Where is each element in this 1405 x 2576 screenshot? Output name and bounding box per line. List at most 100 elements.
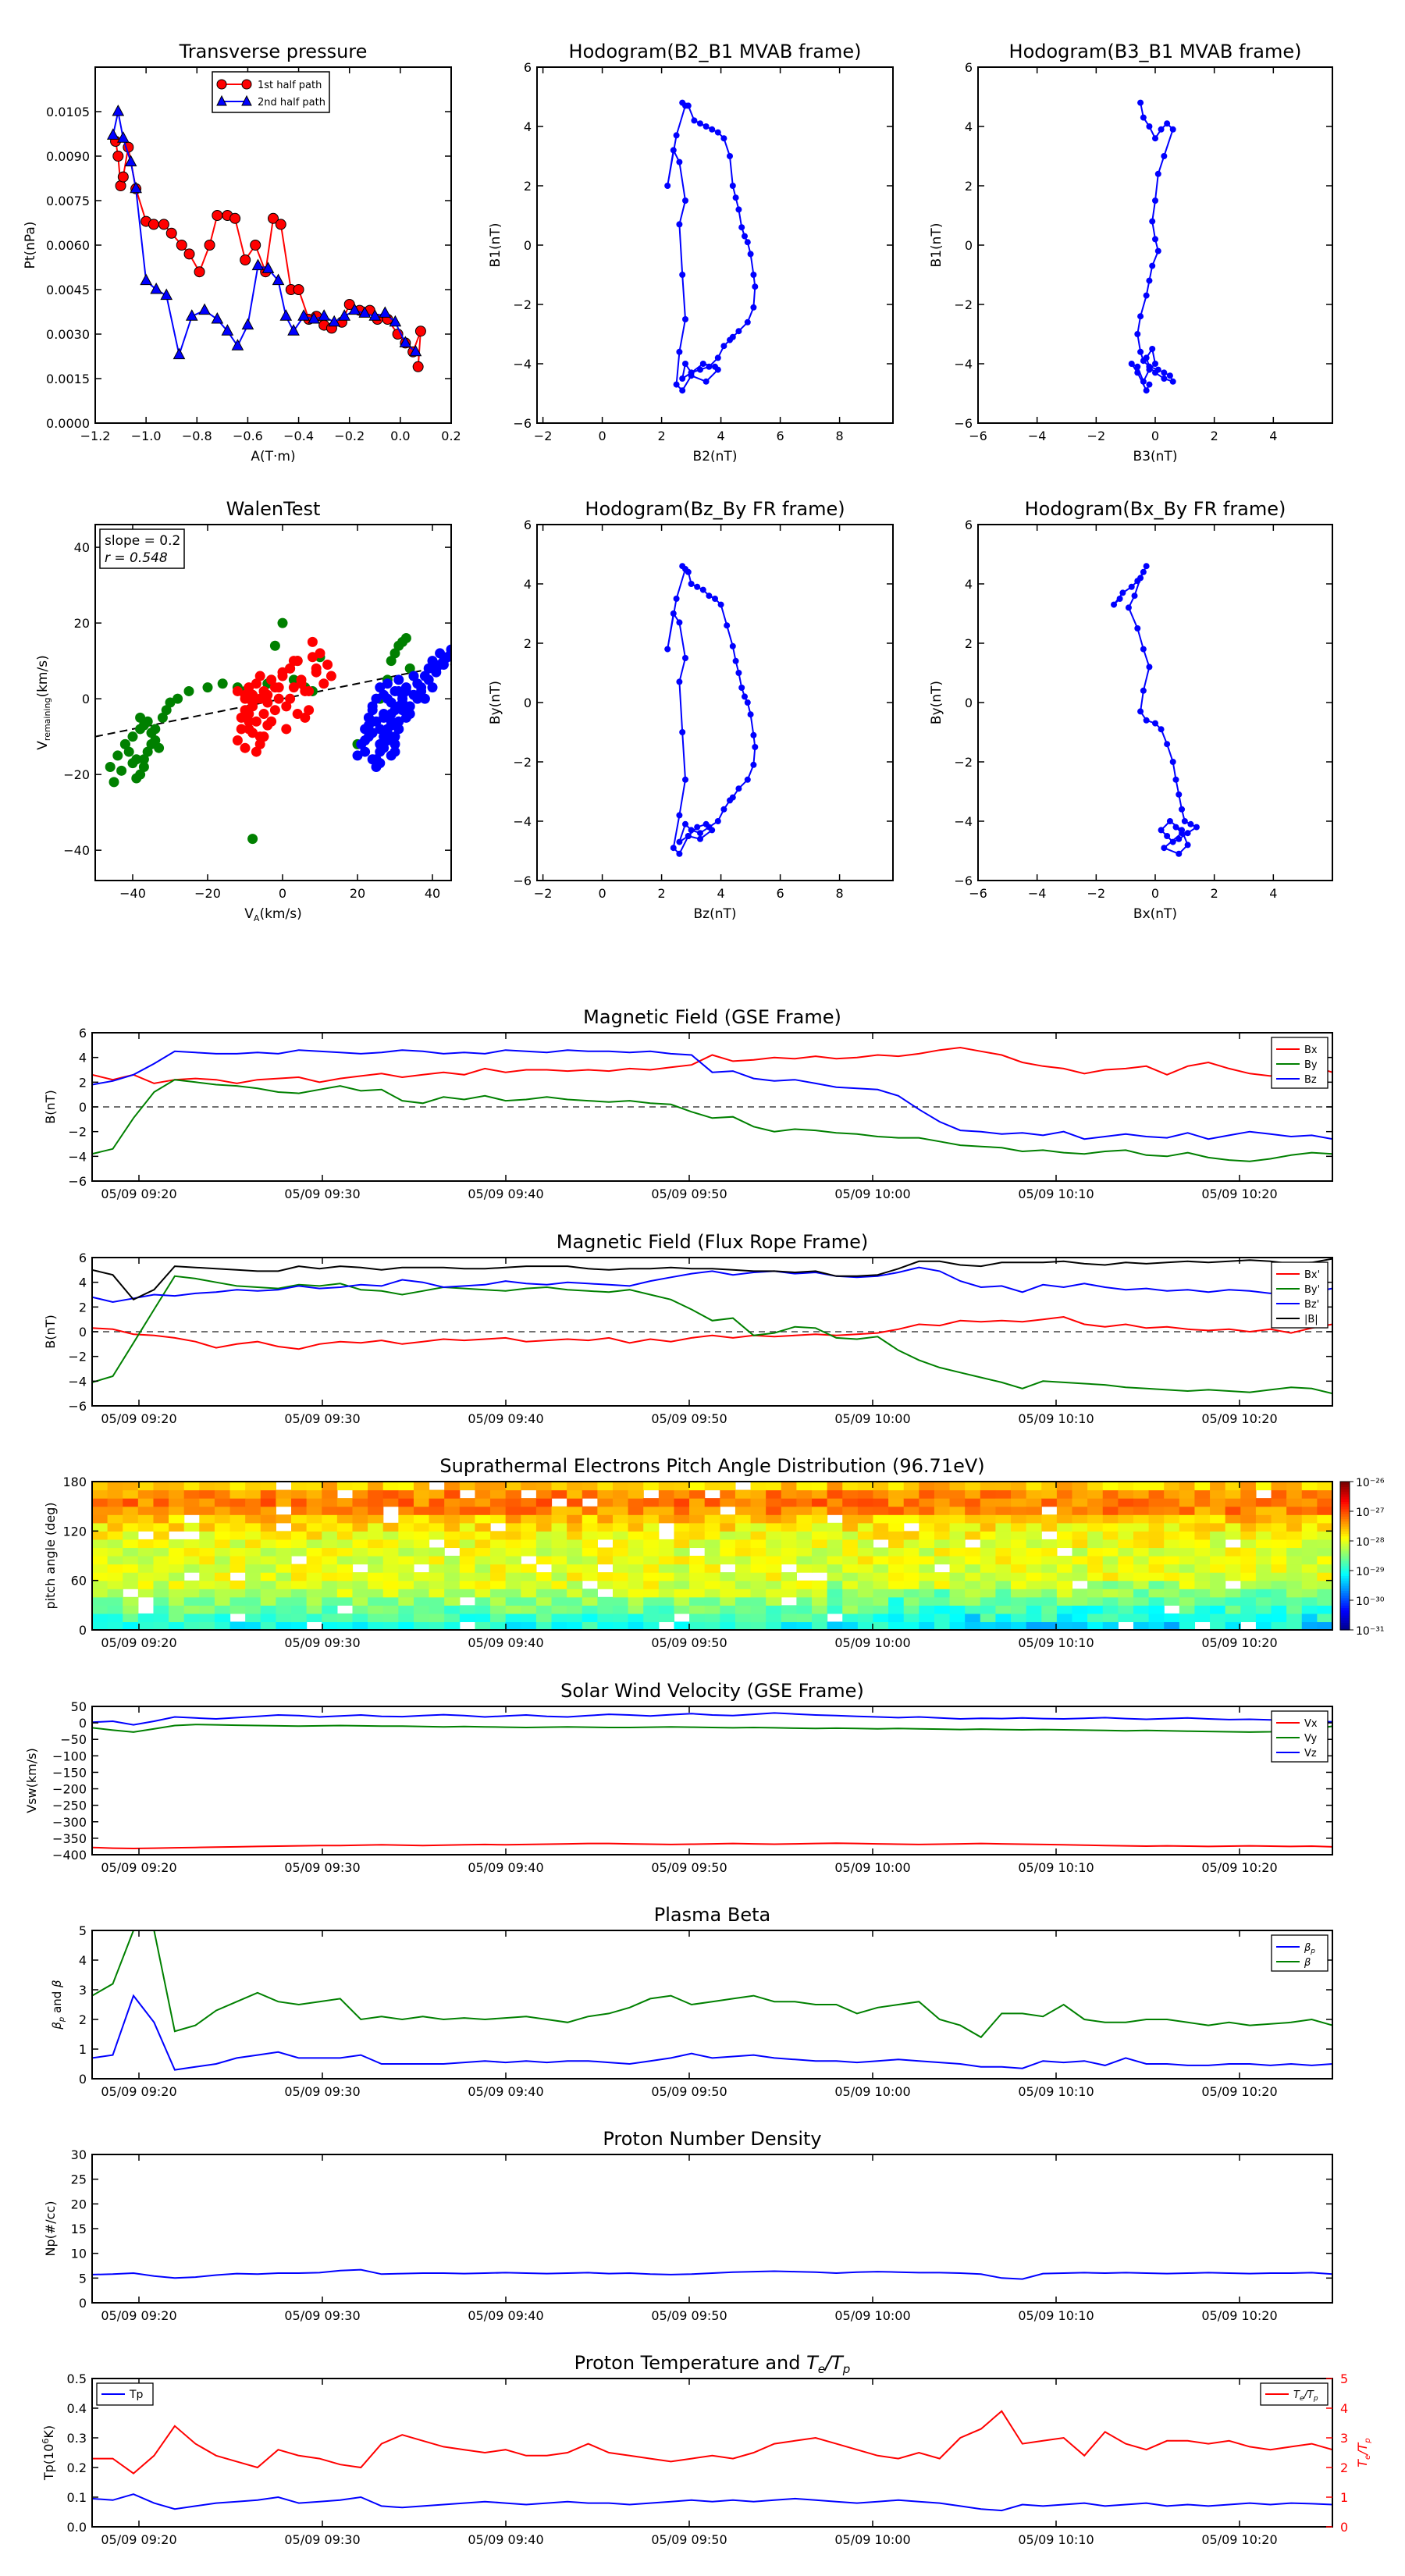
heatmap-cell: [291, 1605, 308, 1614]
walen-test-annotation: slope = 0.2r = 0.548: [99, 528, 185, 569]
heatmap-cell: [382, 1522, 399, 1532]
heatmap-cell: [965, 1498, 981, 1507]
heatmap-cell: [842, 1531, 859, 1540]
heatmap-cell: [873, 1531, 889, 1540]
transverse-pressure-point: [221, 324, 234, 336]
colorbar-label: 10⁻²⁷: [1356, 1507, 1384, 1519]
heatmap-cell: [965, 1596, 981, 1606]
heatmap-cell: [750, 1531, 767, 1540]
heatmap-cell: [1056, 1522, 1073, 1532]
heatmap-cell: [1194, 1589, 1211, 1598]
mag-fr-ytick-label: −6: [68, 1399, 87, 1414]
heatmap-cell: [919, 1596, 935, 1606]
colorbar-swatch: [1340, 1501, 1350, 1505]
heatmap-cell: [260, 1482, 277, 1491]
heatmap-cell: [827, 1498, 843, 1507]
heatmap-cell: [123, 1498, 139, 1507]
heatmap-cell: [276, 1605, 292, 1614]
heatmap-cell: [475, 1613, 491, 1623]
heatmap-cell: [995, 1596, 1012, 1606]
walen-test-point: [232, 685, 243, 696]
mag-fr-ytick-label: 4: [79, 1276, 87, 1290]
proton-density-ylabel: Np(#/cc): [43, 2201, 58, 2257]
heatmap-cell: [1133, 1605, 1150, 1614]
heatmap-cell: [475, 1580, 491, 1589]
heatmap-cell: [1026, 1506, 1042, 1515]
heatmap-cell: [92, 1539, 108, 1549]
heatmap-cell: [980, 1621, 997, 1630]
walen-test-point: [423, 663, 434, 674]
transverse-pressure-xtick-label: −0.8: [182, 429, 212, 443]
heatmap-cell: [720, 1489, 736, 1499]
heatmap-cell: [429, 1613, 445, 1623]
walen-test-point: [142, 716, 153, 727]
heatmap-cell: [1056, 1605, 1073, 1614]
heatmap-cell: [322, 1498, 338, 1507]
hodogram-b3-b1-ytick-label: 0: [965, 238, 973, 253]
heatmap-cell: [444, 1564, 461, 1573]
heatmap-cell: [291, 1531, 308, 1540]
heatmap-cell: [965, 1580, 981, 1589]
heatmap-cell: [980, 1556, 997, 1565]
heatmap-cell: [490, 1556, 507, 1565]
heatmap-cell: [1179, 1564, 1196, 1573]
mag-gse-ytick-label: 0: [79, 1100, 87, 1115]
proton-density-xtick-label: 05/09 09:40: [468, 2308, 543, 2323]
hodogram-bx-by-point: [1140, 687, 1147, 694]
heatmap-cell: [1210, 1498, 1226, 1507]
heatmap-cell: [276, 1572, 292, 1582]
heatmap-cell: [306, 1556, 322, 1565]
heatmap-cell: [781, 1547, 797, 1557]
walen-test-point: [131, 754, 142, 765]
heatmap-cell: [413, 1539, 430, 1549]
heatmap-cell: [1164, 1531, 1180, 1540]
heatmap-cell: [643, 1556, 660, 1565]
walen-test-point: [123, 746, 134, 757]
hodogram-bz-by-point: [688, 581, 695, 587]
walen-test-point: [108, 777, 119, 788]
colorbar-swatch: [1340, 1491, 1350, 1495]
proton-temp-frame: [91, 2378, 1333, 2528]
heatmap-cell: [214, 1522, 231, 1532]
heatmap-cell: [766, 1580, 782, 1589]
heatmap-cell: [1210, 1547, 1226, 1557]
colorbar-swatch: [1340, 1546, 1350, 1550]
heatmap-cell: [1087, 1547, 1104, 1557]
heatmap-cell: [995, 1556, 1012, 1565]
colorbar-swatch: [1340, 1514, 1350, 1517]
colorbar-swatch: [1340, 1620, 1350, 1624]
walen-test-point: [273, 682, 284, 693]
heatmap-cell: [903, 1482, 919, 1491]
hodogram-bx-by-point: [1140, 646, 1147, 653]
heatmap-cell: [199, 1514, 215, 1524]
transverse-pressure-point: [185, 309, 198, 321]
walen-test-point: [150, 724, 161, 735]
heatmap-cell: [1301, 1506, 1318, 1515]
heatmap-cell: [306, 1506, 322, 1515]
hodogram-bz-by-point: [720, 806, 727, 813]
heatmap-cell: [521, 1572, 537, 1582]
heatmap-cell: [1286, 1580, 1303, 1589]
hodogram-bz-by-point: [729, 642, 736, 649]
colorbar-swatch: [1340, 1567, 1350, 1571]
heatmap-cell: [812, 1596, 828, 1606]
heatmap-cell: [658, 1556, 675, 1565]
heatmap-cell: [567, 1482, 583, 1491]
hodogram-b2-b1-plot-area: [664, 99, 759, 394]
colorbar-swatch: [1340, 1511, 1350, 1514]
hodogram-b3-b1-point: [1143, 292, 1150, 299]
walen-test-point: [240, 689, 251, 700]
walen-test-point: [382, 678, 393, 689]
heatmap-cell: [1118, 1547, 1134, 1557]
heatmap-cell: [674, 1522, 690, 1532]
heatmap-cell: [92, 1531, 108, 1540]
heatmap-cell: [949, 1547, 966, 1557]
hodogram-bz-by-point: [694, 583, 701, 590]
heatmap-cell: [260, 1539, 277, 1549]
mag-fr-series-Bz: [92, 1266, 1332, 1304]
hodogram-bx-by-point: [1146, 664, 1153, 671]
proton-density-title: Proton Number Density: [603, 2128, 821, 2150]
